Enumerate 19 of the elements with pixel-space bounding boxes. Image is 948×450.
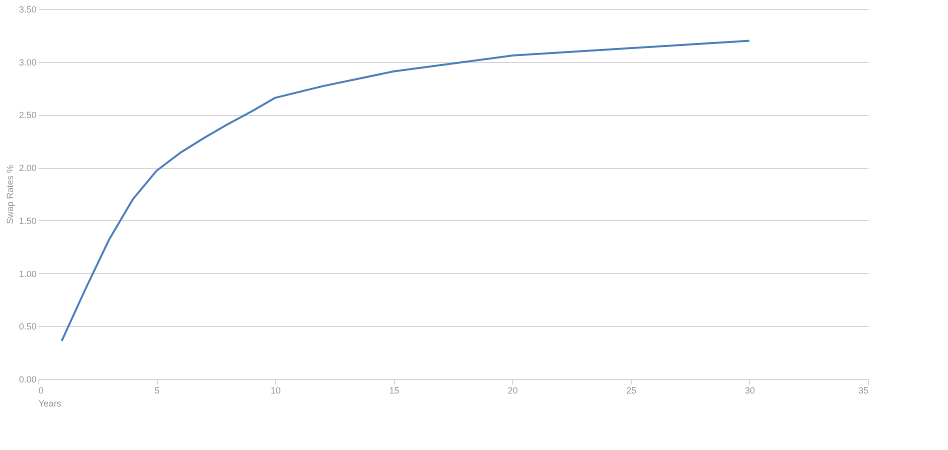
y-tick-label: 2.50 — [18, 110, 36, 120]
y-tick-label: 3.00 — [18, 57, 36, 68]
y-tick-label: 0.00 — [18, 374, 36, 384]
y-tick-label: 1.00 — [18, 268, 36, 279]
y-tick-label: 1.50 — [18, 216, 36, 226]
y-tick-label: 0.50 — [18, 322, 36, 332]
x-axis-title: Years — [38, 398, 62, 408]
line-series — [60, 40, 750, 342]
x-tick-label: 30 — [744, 386, 755, 396]
x-tick-label: 10 — [270, 386, 281, 396]
x-tick-label: 25 — [626, 386, 636, 396]
x-tick-label: 15 — [389, 386, 400, 396]
x-tick-label: 5 — [154, 386, 160, 396]
x-tick-label: 35 — [858, 386, 868, 396]
x-tick-label: 0 — [38, 386, 44, 396]
y-tick-label: 3.50 — [18, 4, 36, 14]
y-axis-title: Swap Rates % — [4, 164, 15, 224]
y-tick-label: 2.00 — [18, 163, 36, 174]
x-tick-label: 20 — [508, 386, 518, 396]
